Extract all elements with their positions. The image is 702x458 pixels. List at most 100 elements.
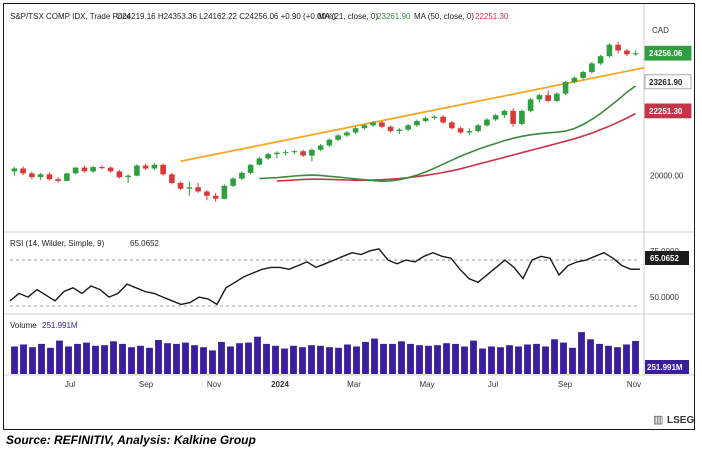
volume-bar — [299, 347, 306, 374]
volume-bar — [65, 346, 72, 374]
volume-bar — [326, 347, 333, 374]
candle-body — [169, 174, 175, 183]
candle-body — [230, 178, 236, 186]
volume-bar — [344, 344, 351, 374]
candle-body — [309, 149, 315, 156]
currency-label: CAD — [652, 26, 669, 35]
volume-bar — [218, 341, 225, 374]
volume-bar — [452, 343, 459, 374]
rsi-tick-label: 75.0000 — [650, 247, 679, 256]
candle-body — [90, 167, 96, 172]
volume-bar — [587, 339, 594, 374]
candle-body — [326, 139, 333, 146]
candle-body — [142, 165, 149, 169]
volume-bar — [101, 345, 108, 374]
volume-bar — [425, 345, 432, 374]
x-tick-label: Jul — [488, 380, 498, 389]
ma21-value: 23261.90 — [377, 12, 411, 21]
candle-body — [536, 95, 543, 100]
candle-body — [256, 158, 263, 165]
rsi-line — [9, 248, 641, 306]
candle-body — [247, 164, 254, 173]
candle-body — [589, 63, 595, 72]
candle-body — [116, 171, 123, 178]
volume-bar — [272, 345, 279, 374]
candle-body — [466, 131, 473, 133]
candle-body — [64, 173, 70, 181]
symbol-label: S&P/TSX COMP IDX, Trade Price — [10, 12, 131, 21]
volume-bar — [209, 350, 216, 374]
ma50-value: 22251.30 — [475, 12, 509, 21]
candle-body — [422, 118, 429, 121]
volume-bar — [38, 343, 45, 374]
candle-body — [519, 110, 525, 124]
volume-bar — [470, 340, 477, 374]
volume-bar — [155, 340, 162, 374]
volume-bar — [497, 347, 504, 374]
candle-body — [317, 145, 324, 150]
x-tick-label: Mar — [347, 380, 361, 389]
candle-body — [151, 164, 158, 169]
candle-body — [501, 110, 508, 116]
candle-body — [186, 187, 193, 189]
volume-bar — [164, 343, 171, 374]
chart-frame: S&P/TSX COMP IDX, Trade Price O24219.16 … — [3, 3, 695, 430]
volume-bar — [254, 336, 261, 374]
candle-body — [274, 152, 280, 155]
candle-body — [597, 56, 604, 64]
source-caption: Source: REFINITIV, Analysis: Kalkine Gro… — [6, 433, 256, 447]
ma21-line — [259, 85, 637, 183]
candle-body — [81, 167, 88, 172]
volume-bar — [227, 346, 234, 374]
candle-body — [300, 151, 306, 156]
volume-bar — [263, 343, 270, 374]
candle-body — [510, 110, 516, 124]
candle-body — [212, 195, 219, 199]
volume-bar — [119, 343, 126, 374]
candle-body — [545, 95, 551, 101]
candle-body — [265, 154, 271, 159]
rsi-tick-label: 50.0000 — [650, 293, 679, 302]
rsi-value-tag: 65.0652 — [650, 254, 679, 263]
chart-canvas: S&P/TSX COMP IDX, Trade Price O24219.16 … — [4, 4, 694, 426]
volume-bar — [11, 346, 18, 374]
volume-bar — [389, 343, 396, 374]
volume-bar — [20, 344, 27, 374]
volume-bar — [308, 345, 315, 374]
ma21-label: MA (21, close, 0) — [318, 12, 378, 21]
volume-bar — [416, 345, 423, 374]
volume-bar — [29, 347, 36, 374]
candle-body — [414, 121, 420, 126]
price-panel: 20000.00 24256.06 23261.90 22251.30 — [11, 41, 692, 202]
ma50-line — [276, 112, 636, 182]
volume-bar — [110, 341, 117, 374]
volume-bar — [578, 332, 585, 374]
volume-bar — [281, 348, 288, 374]
volume-panel — [11, 332, 639, 374]
volume-bar — [245, 342, 252, 374]
candle-body — [571, 77, 578, 83]
x-tick-label: 2024 — [271, 380, 289, 389]
candle-body — [46, 174, 53, 180]
last-price-tag: 24256.06 — [649, 49, 683, 58]
candle-body — [282, 152, 289, 154]
volume-bar — [551, 339, 558, 374]
volume-bar — [83, 342, 90, 374]
volume-bar — [398, 341, 405, 374]
volume-bar — [506, 345, 513, 374]
candle-body — [72, 167, 79, 174]
volume-bar — [614, 347, 621, 374]
x-tick-label: Nov — [207, 380, 221, 389]
candle-body — [335, 135, 341, 140]
volume-bar — [335, 347, 342, 374]
volume-bar — [128, 347, 135, 374]
volume-bar — [200, 347, 207, 374]
candle-body — [615, 44, 621, 51]
ma50-price-tag-bg — [644, 103, 692, 119]
volume-bar — [236, 343, 243, 374]
x-axis: Jul Sep Nov 2024 Mar May Jul Sep Nov — [65, 380, 641, 389]
rsi-label: RSI (14, Wilder, Simple, 9) — [10, 239, 105, 248]
candle-body — [624, 50, 630, 55]
candle-body — [204, 191, 210, 196]
candle-body — [344, 132, 350, 136]
